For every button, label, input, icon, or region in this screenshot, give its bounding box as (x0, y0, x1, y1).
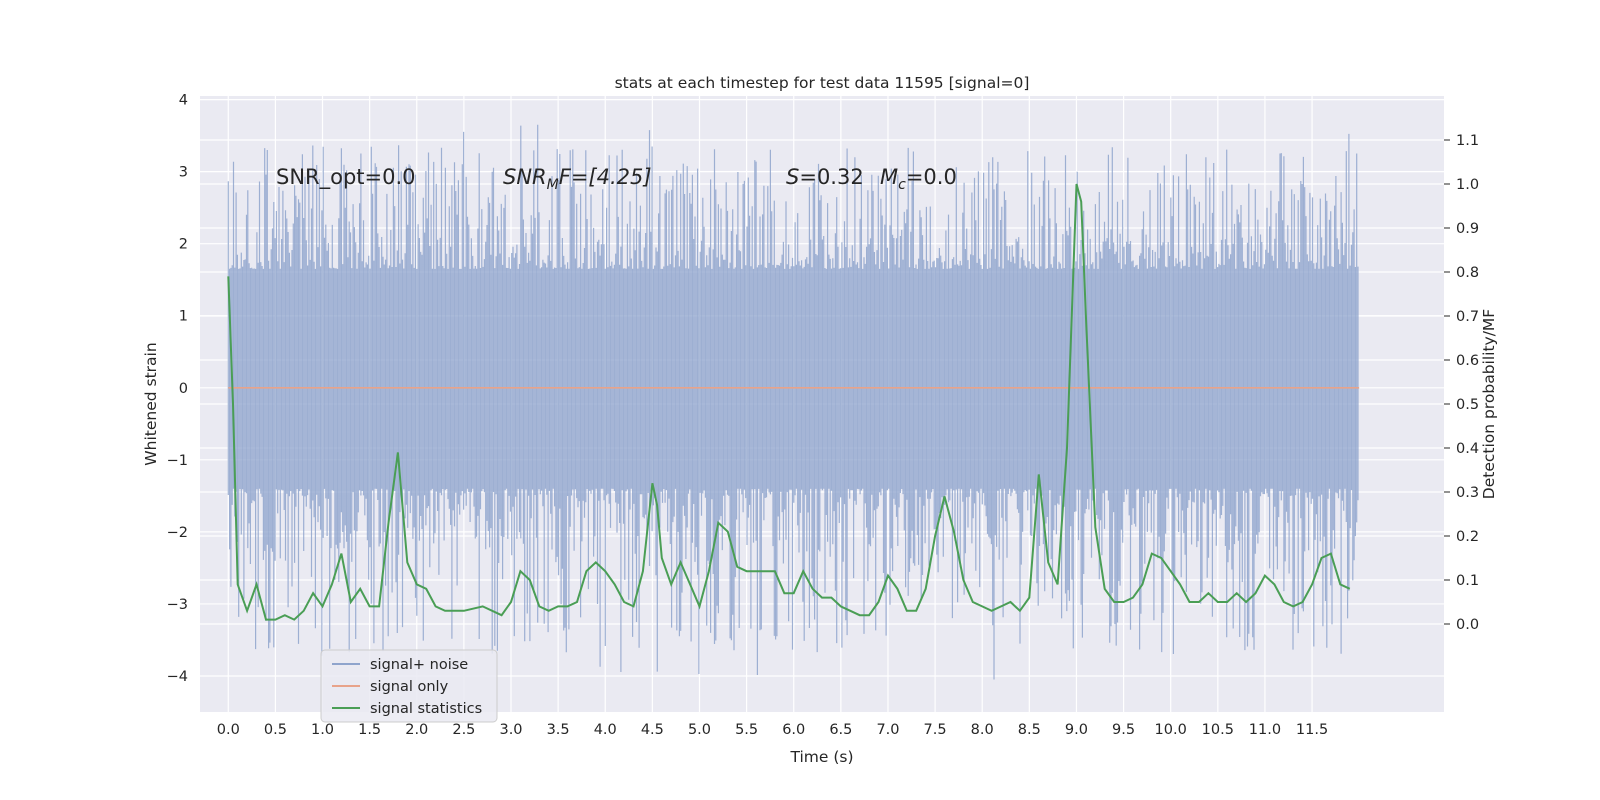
legend-label-signal-plus-noise: signal+ noise (370, 657, 468, 673)
x-tick-label: 0.0 (217, 722, 240, 738)
y-right-tick-label: 1.1 (1456, 133, 1479, 149)
x-tick-label: 1.5 (358, 722, 381, 738)
x-tick-label: 9.5 (1112, 722, 1135, 738)
y-right-tick-label: 0.3 (1456, 485, 1479, 501)
x-tick-label: 6.5 (829, 722, 852, 738)
x-tick-label: 3.5 (547, 722, 570, 738)
y-right-tick-label: 0.7 (1456, 309, 1479, 325)
x-tick-label: 2.0 (405, 722, 428, 738)
x-tick-label: 7.5 (924, 722, 947, 738)
x-tick-label: 5.0 (688, 722, 711, 738)
y-right-tick-labels: 1.1 1.0 0.9 0.8 0.7 0.6 0.5 0.4 0.3 0.2 0.1 0.0 (1444, 133, 1479, 633)
y-right-tick-label: 0.5 (1456, 397, 1479, 413)
x-tick-label: 4.0 (594, 722, 617, 738)
x-tick-label: 7.0 (876, 722, 899, 738)
y-left-tick-label: −2 (167, 525, 188, 541)
legend-box (320, 649, 498, 723)
y-left-axis-label: Whitened strain (142, 342, 160, 465)
x-tick-label: 4.5 (641, 722, 664, 738)
legend-label-signal-statistics: signal statistics (370, 701, 482, 717)
annotation-snr-opt: SNR_opt=0.0 (276, 165, 416, 190)
x-tick-label: 8.5 (1018, 722, 1041, 738)
y-right-tick-label: 0.9 (1456, 221, 1479, 237)
x-tick-label: 9.0 (1065, 722, 1088, 738)
y-left-tick-label: 0 (179, 381, 188, 397)
y-right-tick-label: 0.0 (1456, 617, 1479, 633)
y-left-tick-label: 2 (179, 237, 188, 253)
annotation-mc: Mc=0.0 (880, 165, 957, 193)
annotation-s: S=0.32 (786, 165, 864, 189)
y-right-axis-label: Detection probability/MF (1480, 309, 1498, 500)
x-tick-label: 3.0 (499, 722, 522, 738)
y-left-tick-label: 1 (179, 309, 188, 325)
x-tick-label: 11.0 (1249, 722, 1281, 738)
x-tick-labels: 0.0 0.5 1.0 1.5 2.0 2.5 3.0 3.5 4.0 4.5 5.0 5.5 6.0 6… (217, 722, 1328, 738)
y-left-tick-label: −4 (167, 669, 188, 685)
y-left-tick-labels: 4 3 2 1 0 −1 −2 −3 −4 (167, 93, 188, 685)
signal-plus-noise-series (227, 124, 1359, 680)
x-tick-label: 6.0 (782, 722, 805, 738)
x-tick-label: 8.0 (971, 722, 994, 738)
signal-statistics-series (227, 183, 1351, 621)
y-left-tick-label: 3 (179, 165, 188, 181)
y-right-tick-label: 0.1 (1456, 573, 1479, 589)
y-right-tick-label: 1.0 (1456, 177, 1479, 193)
legend: signal+ noise signal only signal statist… (320, 649, 498, 723)
y-left-tick-label: −1 (167, 453, 188, 469)
x-tick-label: 1.0 (311, 722, 334, 738)
y-left-tick-label: 4 (179, 93, 188, 109)
legend-label-signal-only: signal only (370, 679, 449, 695)
x-tick-label: 2.5 (452, 722, 475, 738)
y-right-tick-label: 0.6 (1456, 353, 1479, 369)
x-tick-label: 5.5 (735, 722, 758, 738)
y-right-tick-label: 0.4 (1456, 441, 1479, 457)
x-axis-label: Time (s) (789, 748, 853, 766)
x-tick-label: 0.5 (264, 722, 287, 738)
annotation-snr-mf: SNRMF=[4.25] (503, 165, 652, 193)
y-right-tick-label: 0.8 (1456, 265, 1479, 281)
x-tick-label: 10.0 (1155, 722, 1187, 738)
chart-title: stats at each timestep for test data 115… (615, 74, 1030, 92)
x-tick-label: 11.5 (1296, 722, 1328, 738)
y-left-tick-label: −3 (167, 597, 188, 613)
x-tick-label: 10.5 (1202, 722, 1234, 738)
y-right-tick-label: 0.2 (1456, 529, 1479, 545)
